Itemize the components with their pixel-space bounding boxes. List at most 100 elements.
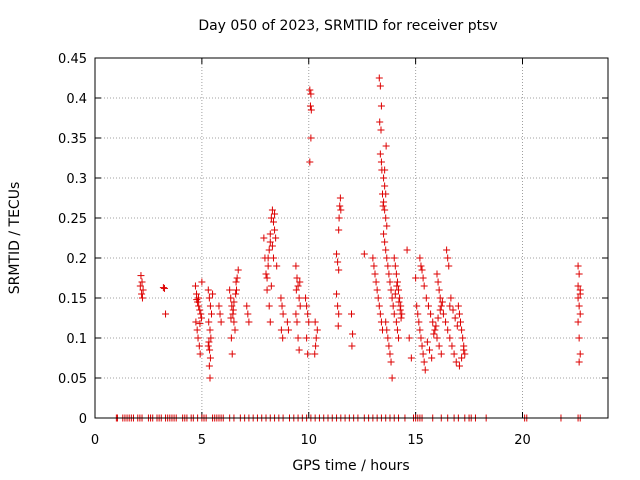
data-point <box>271 226 279 234</box>
data-point <box>334 258 342 266</box>
data-point <box>392 270 400 278</box>
data-point <box>419 274 427 282</box>
x-tick-label: 20 <box>514 433 531 448</box>
data-point <box>403 246 411 254</box>
data-point <box>377 126 385 134</box>
data-point <box>348 310 355 318</box>
data-point <box>418 342 426 350</box>
data-point <box>414 310 422 318</box>
data-point <box>266 230 274 238</box>
data-point <box>307 106 315 114</box>
data-point <box>231 326 239 334</box>
data-point <box>294 334 302 342</box>
data-point <box>283 318 291 326</box>
data-point <box>227 334 235 342</box>
data-point <box>302 294 310 302</box>
data-point <box>396 306 404 314</box>
data-point <box>195 302 203 310</box>
data-point <box>307 134 315 142</box>
data-point <box>379 202 387 210</box>
y-tick-label: 0.25 <box>58 212 87 227</box>
data-point <box>388 294 396 302</box>
data-point <box>194 294 202 302</box>
data-point <box>395 334 403 342</box>
data-point <box>204 286 212 294</box>
data-point <box>230 318 238 326</box>
data-point <box>381 238 389 246</box>
data-point <box>265 246 273 254</box>
data-point <box>336 202 344 210</box>
data-point <box>228 350 236 358</box>
data-point <box>206 302 214 310</box>
data-point <box>384 334 392 342</box>
data-point <box>376 82 384 90</box>
data-point <box>284 326 292 334</box>
data-point <box>435 342 443 350</box>
data-point <box>191 282 199 290</box>
data-point <box>429 318 437 326</box>
data-point <box>575 358 583 366</box>
data-point <box>312 334 320 342</box>
y-tick-label: 0.05 <box>58 372 87 387</box>
data-point <box>396 294 404 302</box>
data-point <box>159 284 167 292</box>
data-point <box>453 322 461 330</box>
data-point <box>196 350 204 358</box>
data-point <box>389 302 397 310</box>
data-point <box>419 350 427 358</box>
data-point <box>382 214 390 222</box>
data-point <box>277 294 285 302</box>
data-point <box>405 334 413 342</box>
data-point <box>207 310 215 318</box>
data-point <box>454 302 462 310</box>
data-point <box>391 262 399 270</box>
data-point <box>271 210 279 218</box>
data-point <box>438 298 446 306</box>
data-point <box>293 274 301 282</box>
data-point <box>444 254 452 262</box>
data-point <box>417 262 425 270</box>
data-point <box>397 314 405 322</box>
data-point <box>420 282 428 290</box>
data-point <box>398 310 406 318</box>
data-point <box>303 334 311 342</box>
data-point <box>431 326 439 334</box>
y-axis-label: SRMTID / TECUs <box>7 182 23 295</box>
data-point <box>205 362 213 370</box>
y-tick-label: 0.3 <box>66 172 87 187</box>
data-point <box>278 302 286 310</box>
data-point <box>444 326 452 334</box>
data-point <box>206 354 214 362</box>
x-tick-label: 15 <box>407 433 424 448</box>
y-tick-label: 0.4 <box>66 92 87 107</box>
data-point <box>420 358 428 366</box>
data-point <box>296 278 304 286</box>
data-point <box>138 290 146 298</box>
data-point <box>574 318 582 326</box>
data-point <box>304 310 312 318</box>
data-point <box>575 302 583 310</box>
data-point <box>335 214 343 222</box>
data-point <box>277 326 285 334</box>
data-point <box>447 294 455 302</box>
data-point <box>375 74 383 82</box>
data-point <box>383 254 391 262</box>
data-point <box>430 330 438 338</box>
data-point <box>266 238 274 246</box>
data-point <box>380 230 388 238</box>
data-point <box>436 294 444 302</box>
data-point <box>437 350 445 358</box>
data-point <box>413 302 421 310</box>
data-point <box>374 294 382 302</box>
data-point <box>233 286 241 294</box>
data-point <box>382 246 390 254</box>
data-point <box>244 310 252 318</box>
data-point <box>313 326 321 334</box>
y-tick-label: 0.2 <box>66 252 87 267</box>
data-point <box>387 286 395 294</box>
data-point <box>385 342 393 350</box>
data-point <box>138 278 146 286</box>
data-point <box>390 254 398 262</box>
x-axis-label: GPS time / hours <box>292 458 409 474</box>
data-point <box>377 102 385 110</box>
